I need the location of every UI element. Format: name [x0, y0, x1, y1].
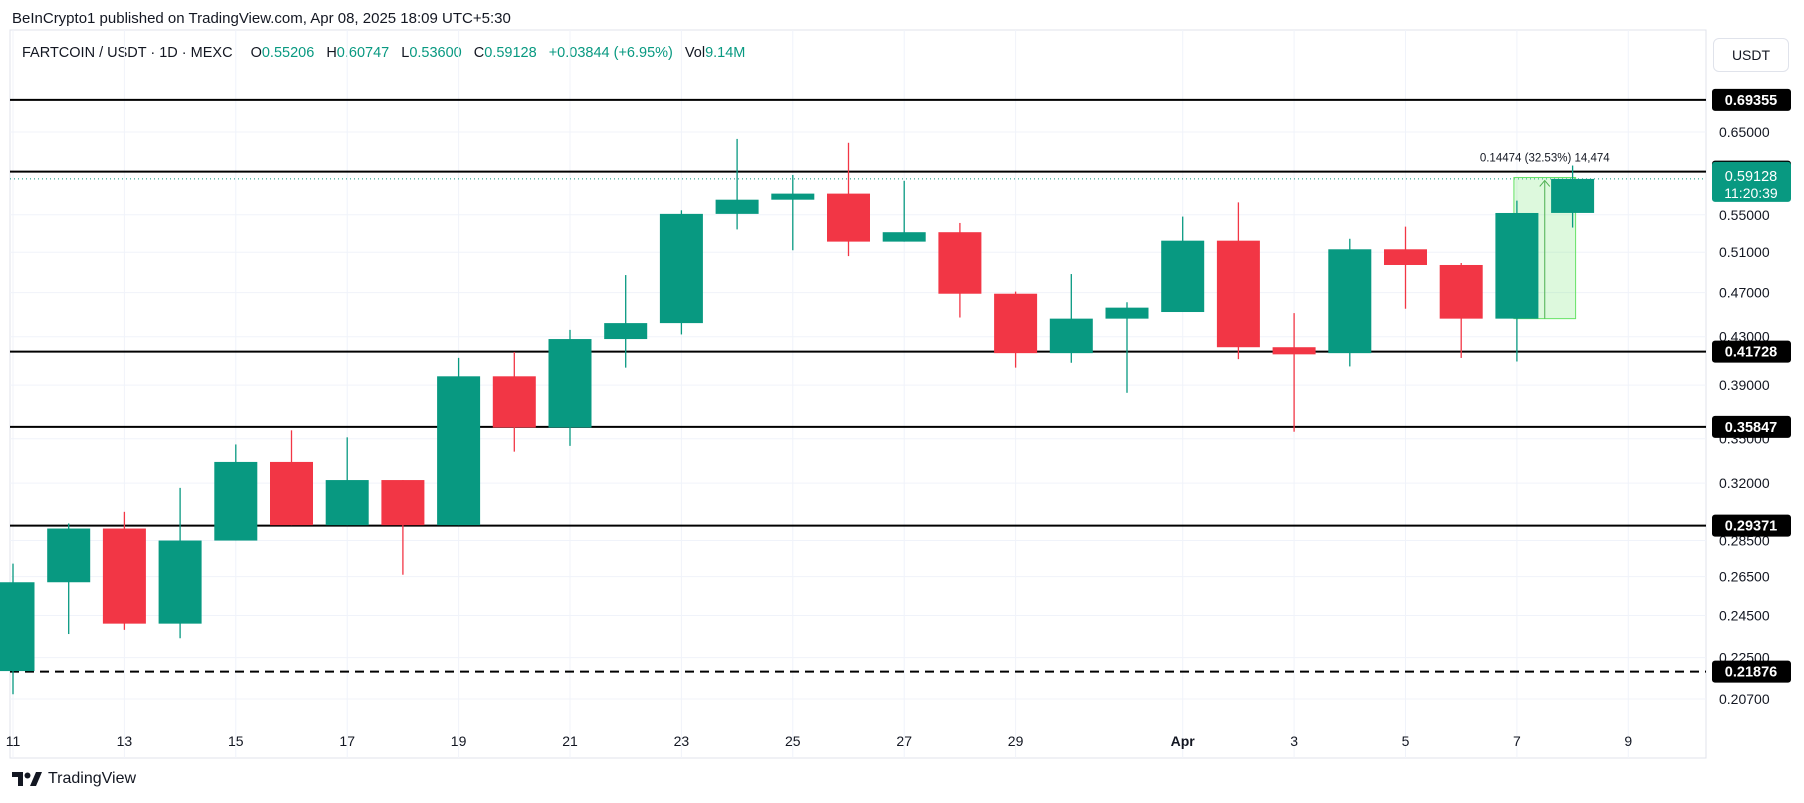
candle-body — [827, 193, 870, 242]
volume-label: Vol — [684, 45, 706, 61]
level-price-tag — [1712, 415, 1791, 438]
measure-label: 0.14474 (32.53%) 14,474 — [1480, 152, 1610, 164]
time-axis[interactable]: 11 13 15 17 19 21 23 25 27 29 Apr 3 5 7 9 — [6, 733, 1633, 749]
x-tick-label: 9 — [1624, 733, 1632, 749]
candle-body — [102, 528, 146, 624]
level-price-label: 0.29371 — [1725, 519, 1777, 535]
candle-body — [604, 323, 648, 340]
level-price-tag — [1712, 340, 1791, 363]
currency-button[interactable]: USDT — [1713, 38, 1789, 72]
candle-body — [771, 193, 815, 200]
candle-body — [0, 582, 35, 672]
countdown-label: 11:20:39 — [1724, 185, 1778, 201]
candle-body — [325, 480, 369, 526]
candle-body — [214, 461, 258, 541]
candle-body — [1272, 347, 1316, 355]
x-tick-label: 29 — [1008, 733, 1024, 749]
y-tick-label: 0.51000 — [1719, 244, 1770, 260]
tradingview-logo-text: TradingView — [48, 770, 137, 787]
close-value: 0.59128 — [484, 45, 537, 61]
levels-layer — [10, 98, 1706, 673]
y-tick-label: 0.47000 — [1719, 285, 1770, 301]
x-tick-label: 3 — [1290, 733, 1298, 749]
open-value: 0.55206 — [261, 45, 315, 61]
level-price-tag — [1712, 88, 1791, 111]
tradingview-logo-icon — [12, 772, 42, 786]
candle-body — [437, 376, 481, 526]
y-tick-label: 0.39000 — [1719, 377, 1770, 393]
low-value: 0.53600 — [409, 45, 462, 61]
x-tick-label: 17 — [339, 733, 355, 749]
x-tick-label: 7 — [1513, 733, 1521, 749]
candle-body — [938, 232, 982, 294]
candle-body — [994, 293, 1038, 354]
open-label: O — [250, 45, 262, 61]
symbol-label[interactable]: FARTCOIN / USDT · 1D · MEXC — [22, 45, 233, 61]
candles-layer — [0, 138, 1595, 695]
price-axis[interactable]: 0.650000.550000.510000.470000.430000.390… — [1712, 88, 1791, 707]
y-tick-label: 0.26500 — [1719, 569, 1770, 585]
level-price-label: 0.21876 — [1725, 665, 1777, 681]
candle-body — [548, 339, 592, 428]
change-value: +0.03844 (+6.95%) — [548, 45, 673, 61]
plot-border — [9, 29, 1707, 759]
level-price-tag — [1712, 660, 1791, 683]
candle-body — [715, 199, 759, 214]
y-tick-label: 0.55000 — [1719, 207, 1770, 223]
x-tick-label: 27 — [896, 733, 912, 749]
tradingview-logo[interactable]: TradingView — [12, 770, 136, 788]
candle-body — [882, 232, 926, 242]
y-tick-label: 0.20700 — [1719, 691, 1770, 707]
candle-body — [381, 480, 425, 526]
measure-arrow-head — [1539, 179, 1551, 187]
publish-line: BeInCrypto1 published on TradingView.com… — [12, 10, 511, 27]
high-label: H — [326, 45, 337, 61]
candle-body — [659, 213, 703, 324]
level-price-tag — [1712, 514, 1791, 537]
x-tick-label: Apr — [1171, 733, 1196, 749]
candle-body — [1495, 212, 1539, 319]
candle-body — [492, 376, 536, 428]
candle-body — [270, 461, 313, 526]
x-tick-label: 11 — [6, 733, 21, 749]
level-price-label: 0.69355 — [1725, 93, 1777, 109]
y-tick-label: 0.65000 — [1719, 124, 1770, 140]
candle-body — [1216, 240, 1260, 348]
current-price-tag — [1712, 161, 1791, 202]
close-label: C — [473, 45, 485, 61]
grid-layer — [9, 29, 1707, 759]
candle-body — [1439, 264, 1483, 319]
x-tick-label: 19 — [451, 733, 467, 749]
ohlc-legend: FARTCOIN / USDT · 1D · MEXC O0.55206 H0.… — [22, 45, 753, 61]
candle-body — [1105, 307, 1149, 319]
x-tick-label: 15 — [228, 733, 244, 749]
x-tick-label: 13 — [117, 733, 133, 749]
y-tick-label: 0.24500 — [1719, 607, 1770, 623]
candle-body — [1384, 249, 1427, 265]
candle-body — [47, 528, 91, 583]
candle-body — [158, 540, 202, 624]
volume-value: 9.14M — [705, 45, 746, 61]
candle-body — [1551, 178, 1595, 213]
x-tick-label: 21 — [562, 733, 578, 749]
candle-body — [1161, 240, 1205, 313]
level-price-label: 0.41728 — [1725, 345, 1777, 361]
x-tick-label: 23 — [674, 733, 690, 749]
x-tick-label: 25 — [785, 733, 801, 749]
y-tick-label: 0.32000 — [1719, 475, 1770, 491]
x-tick-label: 5 — [1402, 733, 1410, 749]
candle-body — [1328, 249, 1372, 354]
level-price-label: 0.35847 — [1725, 420, 1777, 436]
current-price-label: 0.59128 — [1725, 169, 1777, 185]
candle-body — [1049, 318, 1093, 354]
low-label: L — [401, 45, 410, 61]
high-value: 0.60747 — [336, 45, 390, 61]
